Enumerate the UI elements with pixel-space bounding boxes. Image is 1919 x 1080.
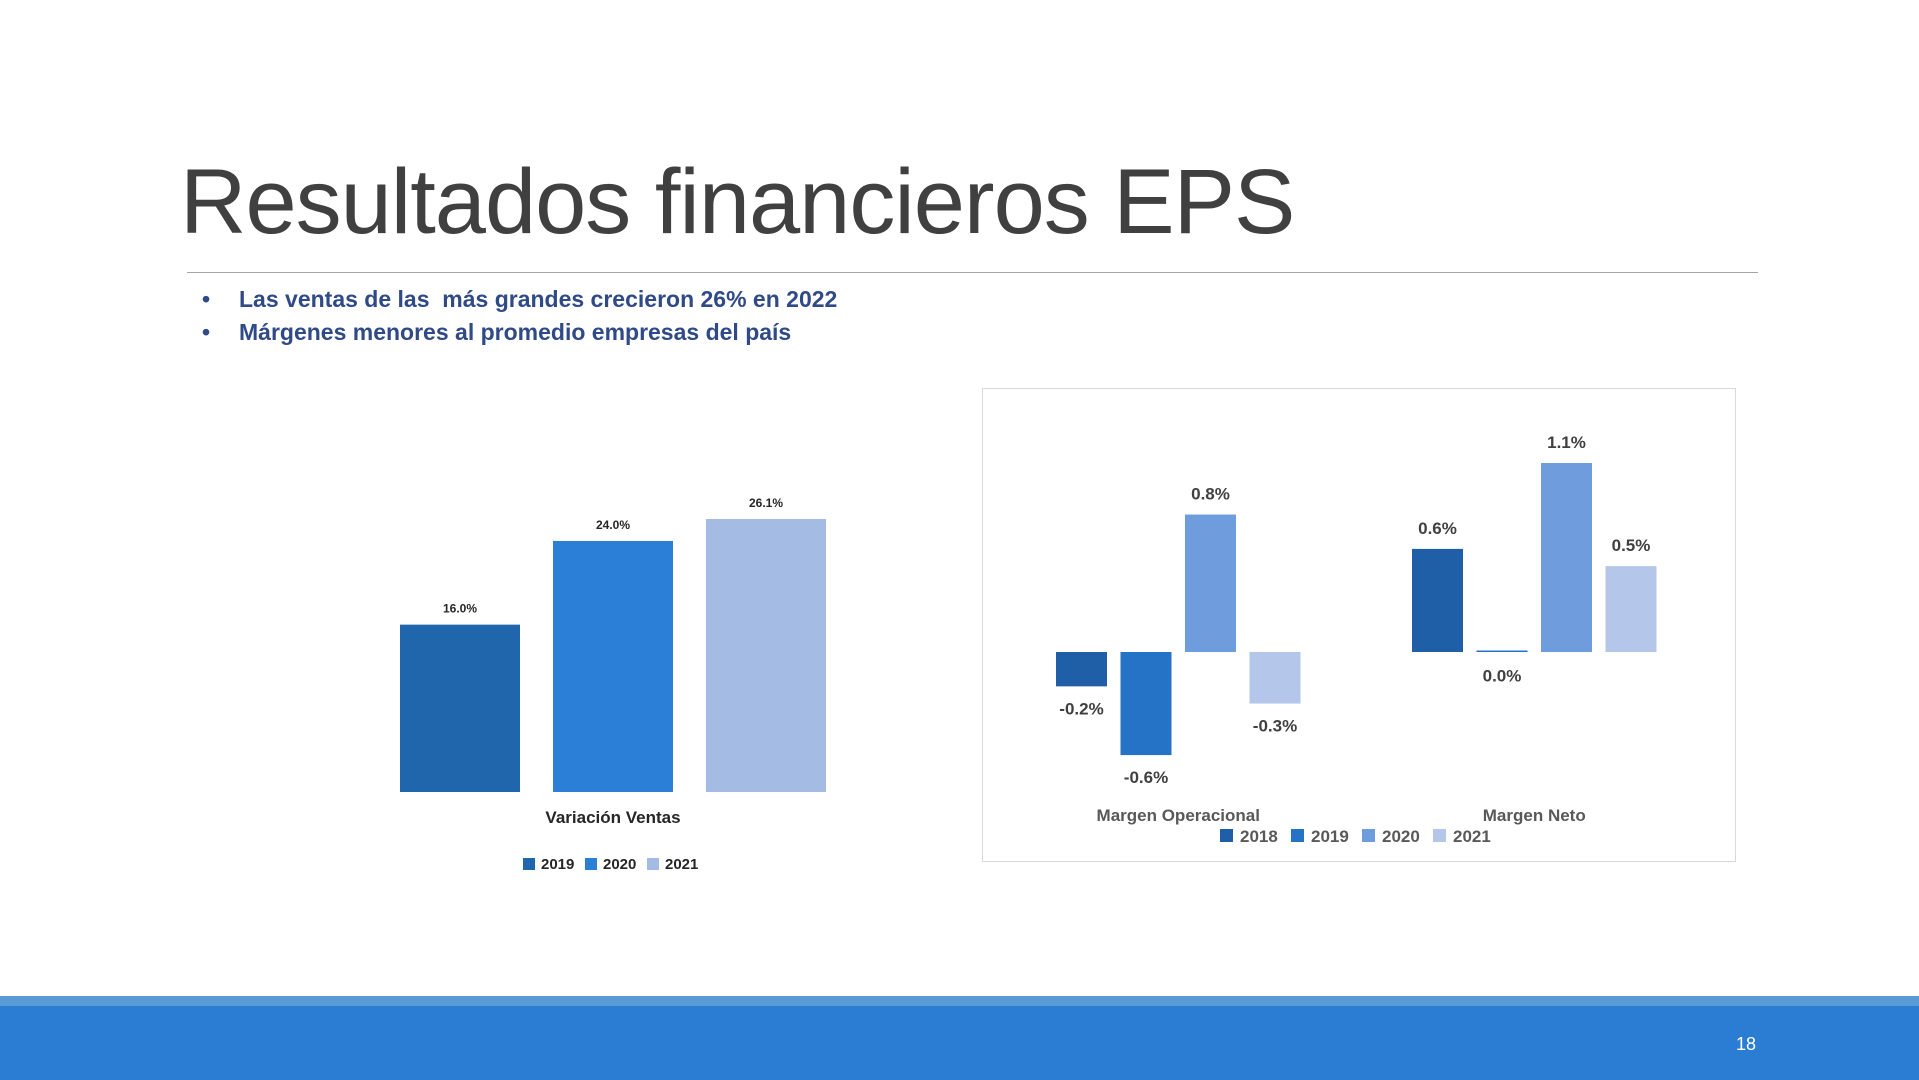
margins-chart: -0.2% -0.6% 0.8% -0.3% Margen Operacional 0.6… (982, 388, 1736, 862)
bar-2020-g0 (1185, 514, 1236, 652)
data-label-2018-g0: -0.2% (1059, 699, 1103, 718)
bar-2020-g1 (1541, 463, 1592, 652)
category-label-1: Margen Neto (1483, 806, 1586, 825)
legend-label-2021: 2021 (665, 856, 698, 873)
legend-swatch-2018 (1220, 829, 1233, 842)
legend-swatch-2021 (647, 858, 659, 870)
data-label-2018-g1: 0.6% (1418, 519, 1457, 538)
legend-swatch-2019 (523, 858, 535, 870)
bullet-item: Las ventas de las más grandes crecieron … (198, 283, 837, 316)
data-label-2020-g1: 1.1% (1547, 433, 1586, 452)
data-label-2019-g1: 0.0% (1483, 667, 1522, 686)
slide-title: Resultados financieros EPS (180, 151, 1295, 253)
sales-variation-chart-svg: 16.0% 24.0% 26.1% Variación Ventas 2019 2020 2… (400, 496, 826, 873)
page-number: 18 (1736, 1034, 1757, 1054)
bar-2019 (400, 624, 520, 792)
legend-label-2021: 2021 (1453, 827, 1491, 846)
legend-label-2019: 2019 (541, 856, 574, 873)
data-label-2021-g0: -0.3% (1253, 717, 1297, 736)
bar-2020 (553, 540, 673, 792)
legend-label-2020: 2020 (603, 856, 636, 873)
footer-accent-band (0, 996, 1919, 1006)
legend-swatch-2019 (1291, 829, 1304, 842)
legend-swatch-2020 (585, 858, 597, 870)
bar-2021-g0 (1249, 652, 1301, 704)
bar-2019-g1 (1476, 650, 1528, 652)
legend-label-2019: 2019 (1311, 827, 1349, 846)
data-label-2021: 26.1% (749, 496, 783, 510)
footer-band (0, 1006, 1919, 1080)
data-label-2019: 16.0% (443, 602, 477, 616)
data-label-2019-g0: -0.6% (1124, 768, 1168, 787)
legend-label-2020: 2020 (1382, 827, 1420, 846)
bar-2021-g1 (1605, 566, 1657, 652)
bar-2019-g0 (1120, 652, 1172, 756)
legend-swatch-2021 (1433, 829, 1446, 842)
bar-2018-g1 (1412, 548, 1463, 652)
bar-2018-g0 (1056, 652, 1107, 687)
bullet-list: Las ventas de las más grandes crecieron … (198, 283, 837, 349)
margins-chart-svg: -0.2% -0.6% 0.8% -0.3% Margen Operacional 0.6… (1056, 433, 1657, 846)
bullet-item: Márgenes menores al promedio empresas de… (198, 316, 837, 349)
title-divider (187, 272, 1758, 273)
sales-variation-chart: 16.0% 24.0% 26.1% Variación Ventas 2019 2020 2… (380, 480, 870, 880)
bar-2021 (706, 519, 826, 792)
category-label-0: Margen Operacional (1097, 806, 1260, 825)
data-label-2021-g1: 0.5% (1612, 536, 1651, 555)
category-label: Variación Ventas (545, 808, 680, 827)
data-label-2020-g0: 0.8% (1191, 485, 1230, 504)
legend-swatch-2020 (1362, 829, 1375, 842)
data-label-2020: 24.0% (596, 518, 630, 532)
legend-label-2018: 2018 (1240, 827, 1278, 846)
